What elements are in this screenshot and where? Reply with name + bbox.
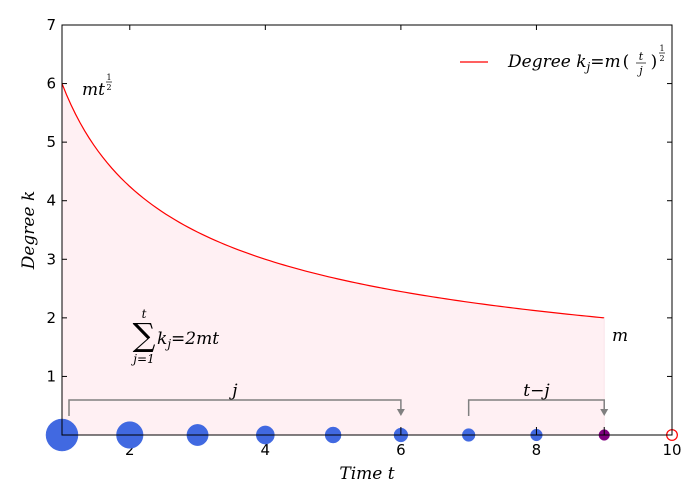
sum-body-k: k (157, 329, 167, 349)
bracket-label: t−j (523, 381, 550, 401)
legend-frac-num: t (639, 50, 644, 63)
curve-end-label: m (612, 326, 628, 346)
y-axis-label-word: Degree (19, 201, 39, 270)
y-tick-label: 2 (46, 309, 56, 327)
x-tick-label: 10 (662, 441, 681, 459)
legend-m: m (605, 52, 621, 72)
x-axis-label-var: t (388, 464, 395, 484)
curve-start-exp-den: 2 (106, 83, 111, 92)
x-axis-label: Time t (339, 464, 394, 484)
legend-exp-num: 1 (659, 44, 664, 53)
x-tick-label: 4 (261, 441, 271, 459)
legend-k: k (576, 52, 586, 72)
y-tick-label: 7 (46, 16, 56, 34)
curve-start-label: mt (82, 80, 105, 100)
legend-frac-den: j (636, 64, 643, 77)
bracket-line (467, 399, 605, 416)
area-under-curve (62, 83, 605, 435)
curve-start-exp-num: 1 (106, 73, 111, 82)
x-axis-label-word: Time (339, 464, 387, 484)
legend-sub: j (584, 60, 591, 74)
x-tick-label: 8 (532, 441, 542, 459)
y-axis-label: Degree k (19, 191, 39, 271)
x-tick-label: 6 (396, 441, 406, 459)
legend-paren-close: ) (651, 52, 658, 72)
sum-body-sub: j (164, 337, 171, 351)
area-under-curve-layer (62, 83, 605, 435)
legend-label: Degree kj=m (507, 52, 621, 74)
y-axis-label-var: k (19, 191, 39, 201)
plot-frame (61, 24, 673, 436)
y-tick-label: 1 (46, 367, 56, 385)
legend-paren-open: ( (623, 52, 630, 72)
sum-symbol: ∑ (133, 316, 156, 354)
bracket-label: j (228, 381, 238, 401)
sum-upper-limit: t (142, 307, 147, 321)
y-tick-label: 3 (46, 250, 56, 268)
y-tick-label: 5 (46, 133, 56, 151)
sum-body: kj=2mt (157, 329, 219, 351)
y-tick-label: 6 (46, 75, 56, 93)
legend-exp-den: 2 (659, 54, 664, 63)
bracket-arrowhead (600, 409, 609, 416)
bracket-arrowhead (396, 409, 405, 416)
sum-lower-limit: j=1 (130, 352, 154, 366)
degree-curve-line (61, 83, 605, 319)
y-tick-label: 4 (46, 192, 56, 210)
sum-body-rhs: =2mt (171, 329, 219, 349)
legend-eq: = (590, 52, 604, 72)
bracket-line (68, 399, 402, 416)
legend-word: Degree (507, 52, 576, 72)
x-tick-label: 2 (125, 441, 135, 459)
